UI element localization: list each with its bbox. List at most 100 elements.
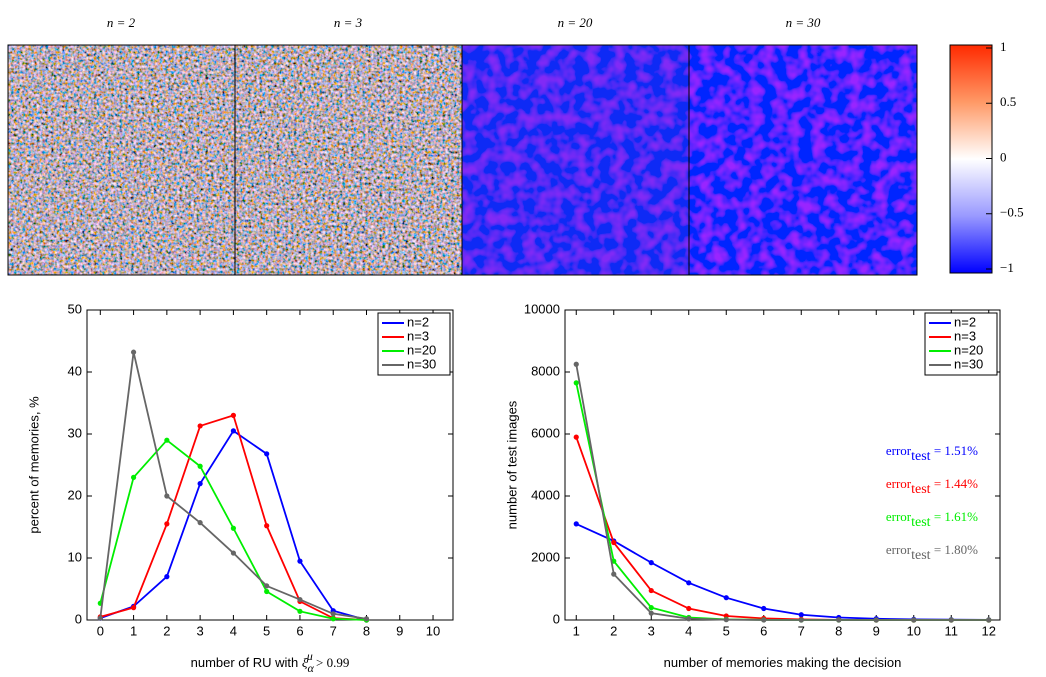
- x-axis-label-part: number of memories making the decision: [664, 655, 902, 670]
- x-axis-label-part: number of RU with: [191, 655, 302, 670]
- x-tick-label: 6: [760, 623, 767, 638]
- y-tick-label: 10000: [524, 301, 560, 316]
- data-point: [573, 434, 579, 440]
- x-tick-label: 3: [197, 623, 204, 638]
- annotation-rest: = 1.61%: [931, 509, 979, 524]
- data-point: [723, 617, 729, 623]
- data-point: [97, 615, 103, 621]
- x-tick-label: 4: [230, 623, 237, 638]
- y-tick-label: 30: [68, 425, 82, 440]
- data-point: [611, 539, 617, 546]
- x-tick-label: 8: [363, 623, 370, 638]
- legend-label: n=2: [407, 314, 429, 329]
- x-tick-label: 0: [97, 623, 104, 638]
- data-point: [164, 521, 170, 527]
- data-point: [761, 605, 767, 612]
- colorbar-tick-label: −0.5: [1000, 205, 1024, 220]
- x-tick-label: 8: [835, 623, 842, 638]
- x-tick-label: 1: [130, 623, 137, 638]
- panel-title: n = 2: [107, 15, 136, 30]
- annotation: errortest = 1.51%: [886, 443, 978, 464]
- data-point: [297, 558, 303, 564]
- colorbar-tick-label: 1: [1000, 39, 1007, 54]
- data-point: [164, 437, 170, 443]
- x-tick-label: 4: [685, 623, 692, 638]
- data-point: [686, 605, 692, 612]
- y-tick-label: 8000: [531, 363, 560, 378]
- data-point: [573, 380, 579, 386]
- x-tick-label: 3: [648, 623, 655, 638]
- x-axis-label-part: α: [307, 661, 314, 675]
- annotation-sub: test: [911, 515, 931, 530]
- legend-label: n=30: [407, 356, 436, 371]
- annotation: errortest = 1.61%: [886, 509, 978, 530]
- annotation-text: error: [886, 443, 912, 458]
- image-panels: [7, 44, 993, 276]
- colorbar: [949, 44, 993, 274]
- x-tick-label: 9: [396, 623, 403, 638]
- x-axis-label-part: μ: [306, 649, 313, 663]
- x-tick-label: 10: [426, 623, 440, 638]
- annotation-rest: = 1.44%: [931, 476, 979, 491]
- x-tick-label: 1: [573, 623, 580, 638]
- data-point: [130, 605, 137, 611]
- x-tick-label: 9: [873, 623, 880, 638]
- y-tick-label: 10: [68, 549, 82, 564]
- y-tick-label: 4000: [531, 487, 560, 502]
- colorbar-tick-label: −1: [1000, 260, 1014, 275]
- y-tick-label: 2000: [531, 549, 560, 564]
- legend-label: n=20: [407, 342, 436, 357]
- x-axis-label: number of RU with ξαμ > 0.99: [191, 649, 350, 675]
- image-texture: [462, 45, 689, 275]
- data-point: [230, 412, 236, 418]
- y-axis-label: percent of memories, %: [26, 396, 41, 534]
- annotation-text: error: [886, 509, 912, 524]
- data-point: [197, 423, 203, 429]
- data-point: [264, 588, 270, 595]
- annotation-text: error: [886, 476, 912, 491]
- y-tick-label: 0: [553, 611, 560, 626]
- data-point: [611, 571, 617, 577]
- data-point: [798, 612, 804, 618]
- data-point: [363, 616, 370, 622]
- annotation-sub: test: [911, 548, 931, 563]
- data-point: [648, 560, 654, 566]
- legend-label: n=3: [954, 328, 976, 343]
- x-tick-label: 6: [296, 623, 303, 638]
- colorbar-tick-label: 0: [1000, 149, 1007, 164]
- data-point: [197, 463, 203, 469]
- x-tick-label: 7: [330, 623, 337, 638]
- annotation-sub: test: [911, 482, 931, 497]
- legend-label: n=2: [954, 314, 976, 329]
- data-point: [686, 580, 692, 586]
- data-point: [197, 520, 203, 526]
- y-tick-label: 40: [68, 363, 82, 378]
- data-point: [798, 617, 804, 623]
- colorbar-tick-label: 0.5: [1000, 94, 1016, 109]
- x-tick-label: 11: [945, 623, 959, 638]
- data-point: [230, 428, 236, 434]
- y-axis-label: number of test images: [504, 400, 519, 529]
- data-point: [297, 608, 303, 614]
- y-tick-label: 6000: [531, 425, 560, 440]
- data-point: [130, 349, 137, 355]
- series-line: [575, 364, 989, 621]
- panel-title: n = 30: [786, 15, 821, 30]
- legend-label: n=30: [954, 356, 983, 371]
- data-point: [686, 616, 692, 622]
- x-tick-label: 10: [907, 623, 921, 638]
- data-point: [761, 617, 767, 623]
- image-texture: [689, 45, 917, 275]
- data-point: [911, 617, 917, 623]
- y-tick-label: 50: [68, 301, 82, 316]
- data-point: [330, 616, 336, 622]
- data-point: [230, 525, 236, 531]
- x-axis-label: number of memories making the decision: [664, 655, 902, 670]
- data-point: [648, 605, 654, 611]
- panel-title: n = 20: [558, 15, 593, 30]
- x-tick-label: 2: [163, 623, 170, 638]
- legend-label: n=3: [407, 328, 429, 343]
- data-point: [197, 481, 203, 487]
- x-axis-label-part: > 0.99: [313, 655, 350, 670]
